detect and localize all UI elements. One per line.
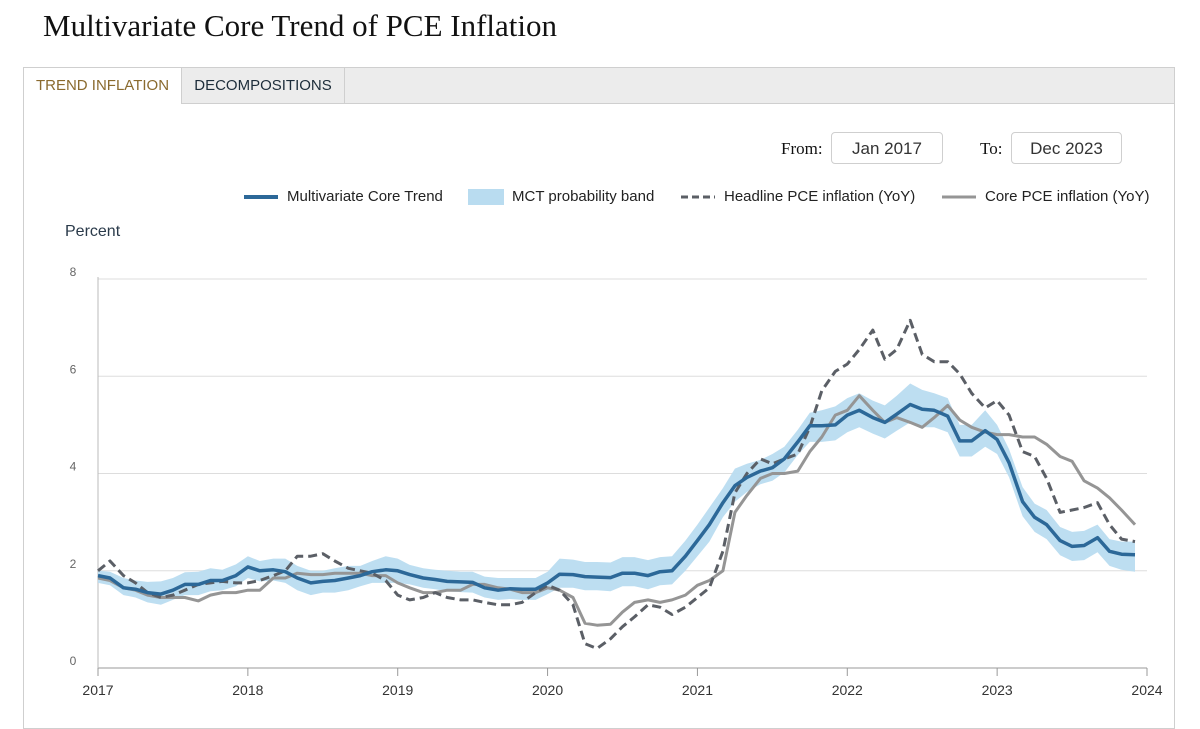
- legend-swatch-core: [942, 195, 976, 199]
- x-tick-label: 2024: [1131, 682, 1162, 698]
- x-tick-label: 2018: [232, 682, 263, 698]
- x-tick-label: 2021: [682, 682, 713, 698]
- tab-decompositions[interactable]: DECOMPOSITIONS: [182, 68, 345, 103]
- legend-swatch-band: [468, 189, 504, 205]
- y-tick-label: 0: [70, 654, 77, 668]
- headline-pce-line: [97, 318, 1136, 650]
- y-tick-label: 8: [70, 265, 77, 279]
- tab-trend-inflation[interactable]: TREND INFLATION: [24, 68, 182, 104]
- legend-label-band: MCT probability band: [512, 188, 655, 205]
- legend-label-mct: Multivariate Core Trend: [287, 188, 443, 205]
- to-label: To:: [980, 139, 1003, 158]
- from-date-input[interactable]: Jan 2017: [831, 132, 943, 164]
- from-label: From:: [781, 139, 823, 158]
- x-tick-label: 2020: [532, 682, 563, 698]
- y-axis-label: Percent: [65, 223, 121, 240]
- y-tick-label: 6: [70, 362, 77, 376]
- legend-swatch-mct: [244, 195, 278, 199]
- x-tick-label: 2017: [82, 682, 113, 698]
- core-pce-line: [97, 394, 1137, 627]
- mct-probability-band: [98, 383, 1135, 605]
- x-tick-label: 2022: [832, 682, 863, 698]
- chart-panel: TREND INFLATION DECOMPOSITIONS: [23, 67, 1175, 729]
- legend-swatch-headline: [681, 195, 715, 199]
- page-title: Multivariate Core Trend of PCE Inflation: [43, 8, 558, 43]
- legend-label-core: Core PCE inflation (YoY): [985, 188, 1150, 205]
- mct-line: [97, 402, 1136, 596]
- legend-label-headline: Headline PCE inflation (YoY): [724, 188, 916, 205]
- x-tick-label: 2023: [982, 682, 1013, 698]
- to-date-input[interactable]: Dec 2023: [1011, 132, 1122, 164]
- line-chart: 0 2 4 6 8 Percent 2017 2018 2019 2020 2021 2022 2023…: [65, 223, 1163, 698]
- y-tick-label: 2: [70, 557, 77, 571]
- x-tick-label: 2019: [382, 682, 413, 698]
- y-tick-label: 4: [70, 460, 77, 474]
- tab-bar: TREND INFLATION DECOMPOSITIONS: [24, 68, 1174, 104]
